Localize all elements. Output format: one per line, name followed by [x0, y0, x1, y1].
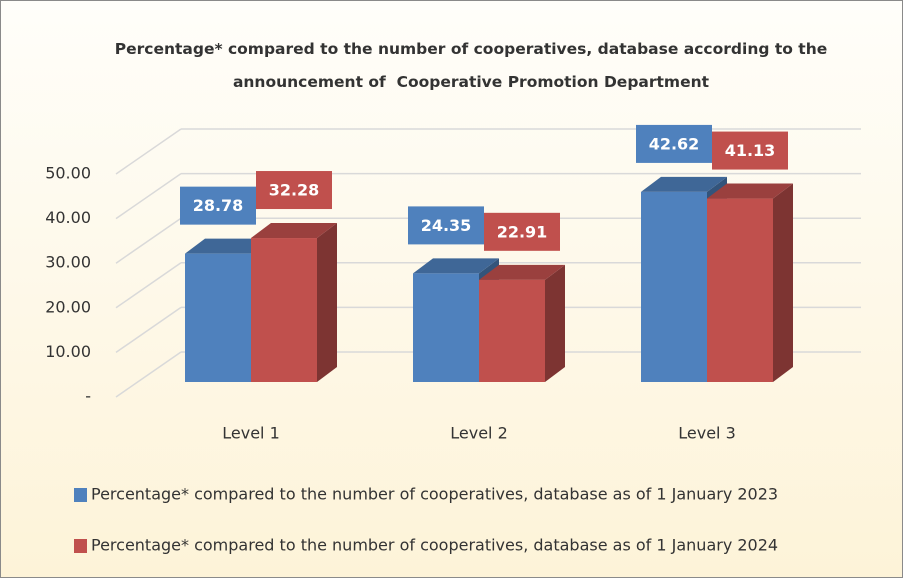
value-label: 22.91 [497, 222, 548, 241]
bar-top [479, 264, 565, 280]
bar-top [641, 176, 727, 192]
value-label-box [712, 131, 788, 170]
legend-swatch [74, 488, 87, 502]
value-label-box [636, 124, 712, 163]
y-tick-label: 30.00 [45, 253, 91, 272]
value-label-box [408, 206, 484, 245]
value-label-box [256, 171, 332, 210]
grid-line [115, 128, 182, 175]
legend-label: Percentage* compared to the number of co… [91, 485, 778, 504]
bar [479, 279, 545, 382]
bar [641, 191, 707, 382]
grid-line [115, 262, 182, 309]
value-label: 42.62 [649, 134, 700, 153]
grid-line [115, 351, 182, 398]
x-tick-label: Level 1 [222, 424, 280, 443]
value-label: 41.13 [725, 141, 776, 160]
bar-side [773, 183, 793, 382]
x-tick-label: Level 3 [678, 424, 736, 443]
bar [413, 273, 479, 382]
y-tick-label: 20.00 [45, 297, 91, 316]
grid-line [115, 306, 182, 354]
value-label: 32.28 [269, 181, 320, 200]
y-tick-label: - [85, 387, 91, 406]
bar-top [413, 258, 499, 274]
y-tick-label: 40.00 [45, 208, 91, 227]
grid-line [115, 217, 182, 264]
bar-side [317, 223, 337, 382]
bar [185, 253, 251, 382]
grid-line [115, 172, 182, 220]
bar [707, 198, 773, 382]
bar-top [707, 183, 793, 199]
y-tick-label: 50.00 [45, 164, 91, 183]
legend-label: Percentage* compared to the number of co… [91, 536, 778, 555]
x-tick-label: Level 2 [450, 424, 508, 443]
bar-top [185, 238, 271, 254]
bar [251, 238, 317, 382]
chart-title: Percentage* compared to the number of co… [114, 40, 833, 91]
legend-swatch [74, 539, 87, 553]
y-tick-label: 10.00 [45, 342, 91, 361]
bar-side [545, 264, 565, 382]
value-label: 24.35 [421, 216, 472, 235]
value-label-box [180, 186, 256, 225]
bar-top [251, 223, 337, 239]
value-label: 28.78 [193, 196, 244, 215]
value-label-box [484, 212, 560, 251]
